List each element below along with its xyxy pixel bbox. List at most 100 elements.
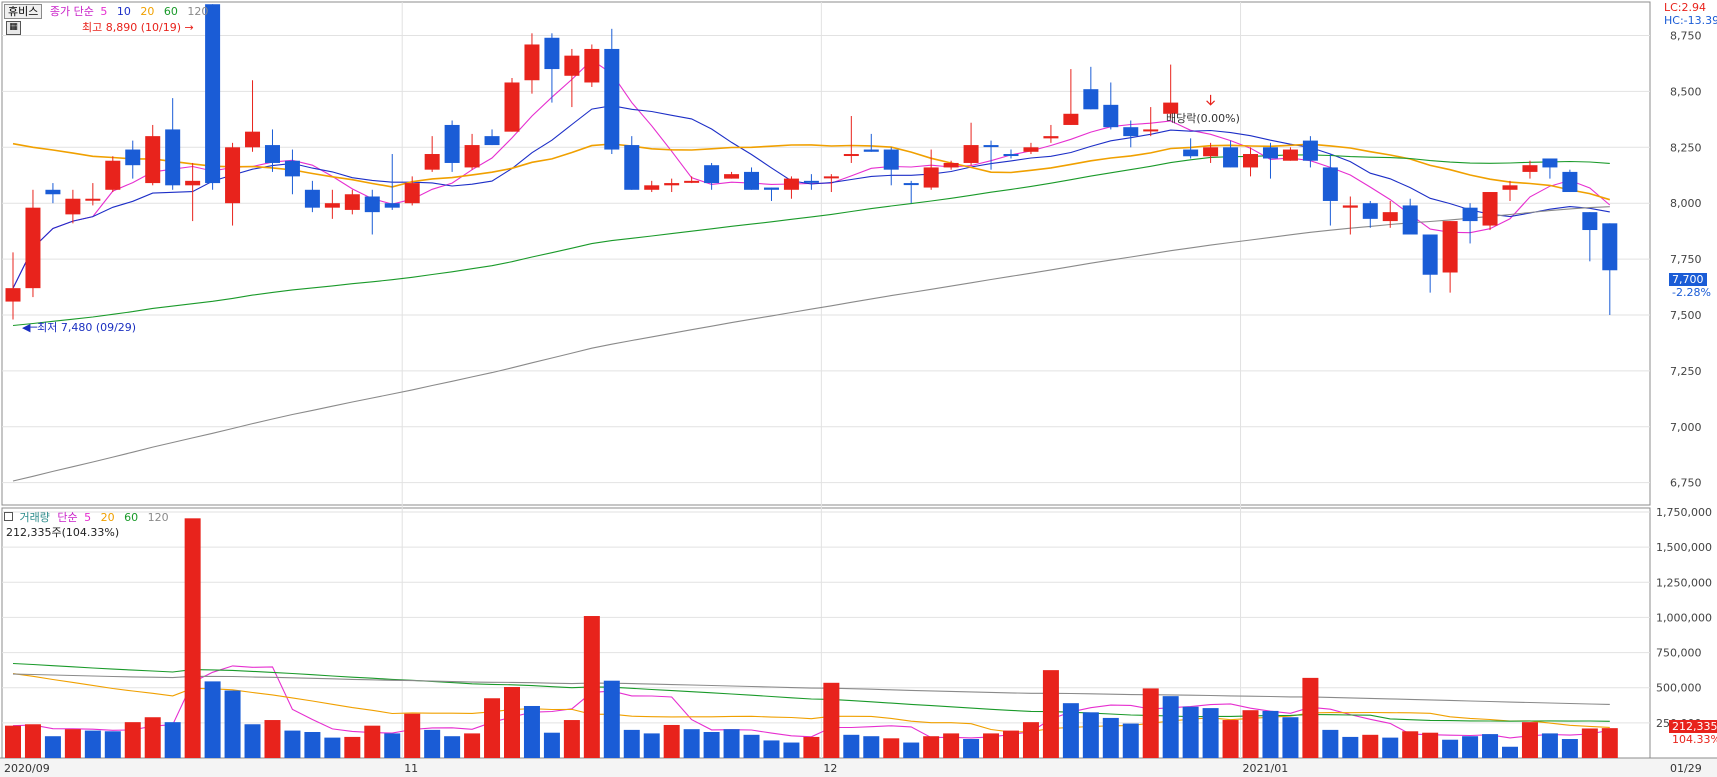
volume-bar bbox=[683, 729, 700, 758]
volume-ma-label: 단순 bbox=[57, 511, 78, 524]
candle-body bbox=[1223, 147, 1239, 168]
volume-bar bbox=[1442, 739, 1459, 758]
candle bbox=[1442, 221, 1458, 293]
candle bbox=[644, 180, 660, 193]
candle bbox=[823, 174, 839, 193]
volume-bar bbox=[1082, 712, 1099, 758]
candle-body bbox=[1143, 129, 1159, 132]
candle bbox=[205, 4, 221, 190]
vol-ma-period-5: 5 bbox=[84, 511, 92, 524]
ma-period-120: 120 bbox=[187, 5, 209, 18]
volume-bar bbox=[1142, 688, 1159, 758]
candle-body bbox=[1462, 207, 1478, 222]
candle-body bbox=[564, 55, 580, 76]
stock-name[interactable]: 휴비스 bbox=[4, 4, 43, 19]
candle bbox=[664, 178, 680, 193]
ma-period-20: 20 bbox=[140, 5, 155, 18]
vol-ma-period-60: 60 bbox=[124, 511, 139, 524]
volume-legend: 거래량 단순 5 20 60 120 bbox=[4, 509, 169, 525]
price-tick-label: 8,500 bbox=[1670, 85, 1702, 98]
candle bbox=[763, 187, 779, 201]
candle bbox=[903, 180, 919, 204]
candle bbox=[125, 140, 141, 179]
candle-body bbox=[1023, 147, 1039, 152]
candle bbox=[1602, 223, 1618, 315]
candle-body bbox=[1003, 154, 1019, 157]
candle-body bbox=[245, 131, 261, 148]
volume-ma-120-line bbox=[12, 673, 1610, 705]
settings-icon[interactable]: ▦ bbox=[6, 21, 21, 35]
x-tick-label: 2021/01 bbox=[1243, 762, 1289, 775]
candle-body bbox=[803, 180, 819, 183]
candle bbox=[1243, 147, 1259, 177]
volume-bar bbox=[1482, 734, 1499, 758]
candle-body bbox=[983, 145, 999, 148]
volume-ma-60-line bbox=[12, 662, 1610, 722]
arrow-left-icon: ◀─ bbox=[22, 321, 38, 334]
volume-bar bbox=[244, 724, 261, 758]
volume-bar bbox=[1122, 723, 1139, 758]
price-axis-labels: 6,750 7,000 7,250 7,500 7,750 8,000 8,250 8,500… bbox=[1670, 30, 1702, 490]
volume-bar bbox=[603, 680, 620, 758]
candle bbox=[1302, 136, 1318, 168]
candle bbox=[1083, 66, 1099, 110]
volume-bar bbox=[543, 732, 560, 758]
volume-bar bbox=[1581, 728, 1598, 758]
candle-body bbox=[484, 136, 500, 146]
high-note: 최고 8,890 (10/19) → bbox=[82, 21, 194, 34]
candle-body bbox=[584, 48, 600, 83]
candle-body bbox=[1602, 223, 1618, 271]
volume-bar bbox=[743, 734, 760, 758]
candle-body bbox=[424, 154, 440, 170]
volume-bar bbox=[204, 681, 221, 758]
candle bbox=[1163, 64, 1179, 119]
candle bbox=[344, 189, 360, 215]
ma-period-5: 5 bbox=[100, 5, 108, 18]
dividend-note: 배당락(0.00%) bbox=[1166, 112, 1240, 125]
last-price-tag: 7,700 bbox=[1669, 273, 1707, 286]
candle bbox=[1023, 142, 1039, 155]
candle bbox=[25, 189, 41, 298]
candle bbox=[245, 80, 261, 152]
candle bbox=[444, 120, 460, 172]
volume-bar bbox=[304, 731, 321, 758]
lc-label: LC:2.94 bbox=[1664, 1, 1707, 14]
candle-body bbox=[1043, 136, 1059, 139]
volume-bar bbox=[264, 720, 281, 758]
candle bbox=[983, 140, 999, 170]
volume-tick-label: 500,000 bbox=[1656, 682, 1702, 695]
candle-body bbox=[205, 4, 221, 184]
volume-bar bbox=[5, 725, 21, 758]
volume-bar bbox=[1462, 736, 1479, 758]
candle-body bbox=[1442, 221, 1458, 273]
candle-body bbox=[165, 129, 181, 186]
candles bbox=[5, 4, 1618, 320]
x-tick-label: 01/29 bbox=[1670, 762, 1702, 775]
volume-bar bbox=[923, 736, 940, 758]
candle bbox=[85, 183, 101, 206]
volume-bar bbox=[643, 733, 660, 758]
candle-body bbox=[1262, 147, 1278, 159]
volume-bar bbox=[1302, 677, 1319, 758]
candle-body bbox=[744, 171, 760, 190]
price-ma-label: 종가 단순 bbox=[49, 5, 94, 18]
candle bbox=[384, 154, 400, 210]
candle-body bbox=[704, 165, 720, 184]
volume-bar bbox=[1022, 722, 1039, 758]
volume-tick-label: 1,250,000 bbox=[1656, 576, 1712, 589]
candle bbox=[1402, 198, 1418, 235]
volume-bar bbox=[1242, 710, 1259, 758]
candle-body bbox=[604, 48, 620, 150]
volume-bar bbox=[444, 736, 461, 758]
price-tick-label: 7,500 bbox=[1670, 309, 1702, 322]
candle-body bbox=[384, 203, 400, 208]
volume-bar bbox=[1262, 710, 1279, 758]
volume-bar bbox=[464, 733, 481, 758]
volume-bar bbox=[623, 729, 640, 758]
volume-bar bbox=[723, 729, 740, 758]
candle-body bbox=[1163, 102, 1179, 114]
price-tick-label: 7,750 bbox=[1670, 253, 1702, 266]
volume-bar bbox=[44, 736, 61, 758]
candle-body bbox=[284, 160, 300, 177]
